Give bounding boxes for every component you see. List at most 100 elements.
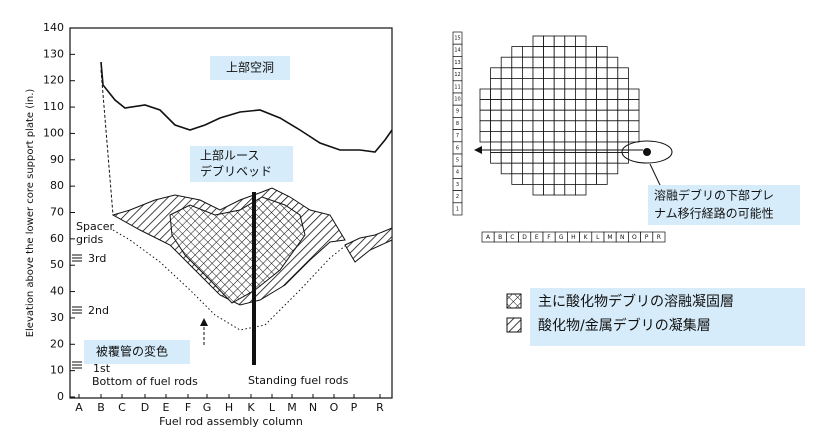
core-cell [617, 67, 629, 79]
core-cell [553, 35, 566, 48]
core-cell [564, 162, 576, 175]
core-cell [606, 152, 619, 164]
core-cell [543, 56, 555, 69]
core-cell [564, 173, 576, 185]
arrow-head [200, 318, 208, 326]
x-tick-label: L [269, 401, 276, 414]
core-cell [532, 35, 545, 48]
core-cell [553, 78, 566, 90]
core-cell [511, 109, 523, 122]
core-cell [522, 173, 534, 185]
y-tick-label: 100 [43, 126, 64, 139]
core-cell [490, 141, 502, 154]
core-cell [575, 56, 587, 69]
core-cell [617, 120, 629, 132]
core-cell [553, 183, 566, 196]
core-cell [553, 109, 566, 122]
core-cell [500, 56, 513, 69]
label: 3rd [88, 252, 106, 265]
core-cell [522, 78, 534, 90]
column-label: L [596, 234, 600, 241]
core-cell [522, 152, 534, 164]
core-cell [575, 88, 587, 101]
core-cell [553, 130, 566, 143]
y-tick-label: 10 [50, 364, 64, 377]
core-cell [564, 78, 576, 90]
core-cell [532, 78, 545, 90]
y-tick-label: 70 [50, 206, 64, 219]
core-cell [564, 130, 576, 143]
core-cell [564, 35, 576, 48]
core-cell [511, 173, 523, 185]
core-cell [575, 46, 587, 58]
core-cell [553, 56, 566, 69]
column-label: M [607, 234, 612, 241]
core-cell [522, 109, 534, 122]
core-cell [490, 88, 502, 101]
core-cell [553, 141, 566, 154]
core-cell [628, 130, 640, 143]
core-cell [575, 130, 587, 143]
core-cell [553, 67, 566, 79]
row-label: 10 [454, 97, 460, 103]
core-cell [553, 99, 566, 111]
core-cell [522, 88, 534, 101]
core-cell [596, 109, 608, 122]
core-cell [617, 141, 629, 154]
core-cell [522, 99, 534, 111]
core-cell [575, 120, 587, 132]
core-cell [564, 67, 576, 79]
core-cell [553, 152, 566, 164]
core-cell [511, 162, 523, 175]
core-cell [596, 120, 608, 132]
label-box [210, 56, 290, 80]
x-axis-title: Fuel rod assembly column [159, 415, 303, 428]
column-box [652, 231, 666, 243]
core-cell [606, 88, 619, 101]
row-label: 2 [456, 194, 459, 200]
core-cell [606, 109, 619, 122]
core-cell [575, 162, 587, 175]
core-cell [543, 162, 555, 175]
core-cell [596, 130, 608, 143]
core-cell [575, 173, 587, 185]
core-cell [490, 152, 502, 164]
x-tick-label: P [351, 401, 358, 414]
column-label: K [584, 234, 589, 241]
core-cell [585, 162, 598, 175]
leader [649, 163, 661, 186]
core-cell [500, 109, 513, 122]
label-box [648, 185, 800, 225]
core-cell [543, 67, 555, 79]
core-cell [628, 109, 640, 122]
crust-hatch [344, 227, 393, 263]
core-cell [585, 152, 598, 164]
row-label: 11 [454, 84, 460, 90]
legend-box [530, 288, 805, 346]
x-tick-label: A [75, 401, 83, 414]
core-cell [575, 78, 587, 90]
core-cell [564, 46, 576, 58]
core-cell [543, 99, 555, 111]
row-label: 6 [456, 145, 459, 151]
core-cell [522, 67, 534, 79]
core-cell [500, 130, 513, 143]
core-cell [532, 120, 545, 132]
core-cell [532, 88, 545, 101]
core-cell [617, 78, 629, 90]
core-cell [490, 130, 502, 143]
core-cell [596, 46, 608, 58]
core-cell [628, 88, 640, 101]
core-cell [543, 109, 555, 122]
core-cell [500, 99, 513, 111]
y-tick-label: 50 [50, 258, 64, 271]
core-cell [596, 67, 608, 79]
core-cell [479, 120, 492, 132]
core-cell [553, 173, 566, 185]
core-cell [500, 78, 513, 90]
label: 2nd [88, 304, 109, 317]
core-cell [575, 35, 587, 48]
column-label: P [645, 234, 649, 241]
core-cell [532, 46, 545, 58]
core-cell [596, 99, 608, 111]
